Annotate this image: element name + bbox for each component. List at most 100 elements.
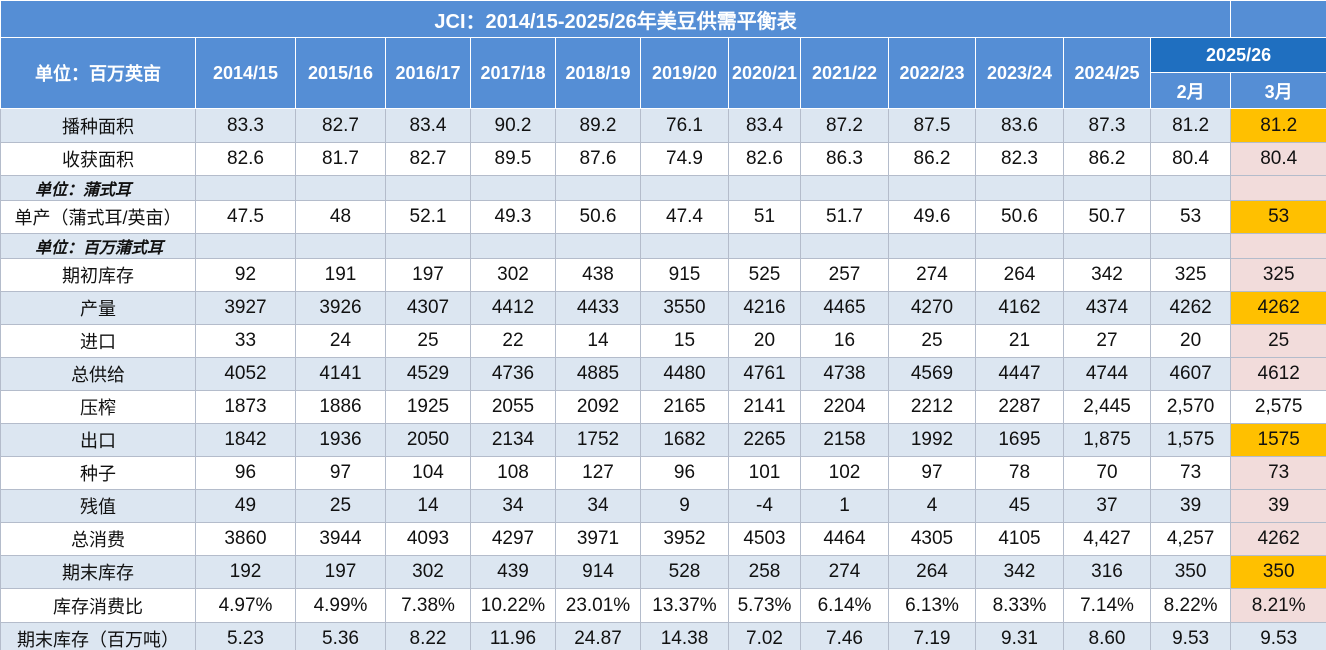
value-cell: 4412 bbox=[470, 291, 556, 325]
value-cell: 102 bbox=[800, 456, 889, 490]
value-cell: 1873 bbox=[195, 390, 296, 424]
value-cell: 4464 bbox=[800, 522, 889, 556]
value-cell: 83.3 bbox=[195, 108, 296, 143]
value-cell: 49.3 bbox=[470, 200, 556, 234]
value-cell: 89.2 bbox=[555, 108, 641, 143]
value-cell: 439 bbox=[470, 555, 556, 589]
value-cell: 51.7 bbox=[800, 200, 889, 234]
value-cell bbox=[470, 175, 556, 201]
value-cell: 342 bbox=[1063, 258, 1151, 292]
value-cell: 9 bbox=[640, 489, 729, 523]
value-cell bbox=[470, 233, 556, 259]
value-cell: 2141 bbox=[728, 390, 801, 424]
value-cell: 16 bbox=[800, 324, 889, 358]
value-cell: 8.60 bbox=[1063, 622, 1151, 650]
value-cell: 5.36 bbox=[295, 622, 386, 650]
row-label: 期末库存（百万吨） bbox=[0, 622, 196, 650]
value-cell bbox=[640, 175, 729, 201]
value-cell: 4262 bbox=[1230, 291, 1326, 325]
value-cell: 78 bbox=[975, 456, 1064, 490]
value-cell: 82.6 bbox=[728, 142, 801, 176]
row-label: 期末库存 bbox=[0, 555, 196, 589]
table-title: JCI：2014/15-2025/26年美豆供需平衡表 bbox=[0, 0, 1232, 38]
value-cell: 3550 bbox=[640, 291, 729, 325]
value-cell: 350 bbox=[1230, 555, 1326, 589]
value-cell: 2165 bbox=[640, 390, 729, 424]
table-row: 单产（蒲式耳/英亩） 47.5 48 52.1 49.3 50.6 47.4 51 51.7 49… bbox=[0, 200, 1326, 234]
table-row: 期末库存（百万吨） 5.23 5.36 8.22 11.96 24.87 14.38 7.02… bbox=[0, 622, 1326, 650]
value-cell: 80.4 bbox=[1230, 142, 1326, 176]
value-cell bbox=[295, 233, 386, 259]
table-row: JCI：2014/15-2025/26年美豆供需平衡表 bbox=[0, 0, 1326, 38]
value-cell: 25 bbox=[1230, 324, 1326, 358]
value-cell bbox=[295, 175, 386, 201]
value-cell: 274 bbox=[800, 555, 889, 589]
value-cell: 3971 bbox=[555, 522, 641, 556]
value-cell: 11.96 bbox=[470, 622, 556, 650]
value-cell: 4607 bbox=[1149, 357, 1232, 391]
value-cell: 49.6 bbox=[888, 200, 976, 234]
row-label: 总供给 bbox=[0, 357, 196, 391]
value-cell: 1,575 bbox=[1149, 423, 1232, 457]
value-cell: 22 bbox=[470, 324, 556, 358]
value-cell: 325 bbox=[1149, 258, 1232, 292]
value-cell: 7.38% bbox=[385, 588, 471, 623]
value-cell: 108 bbox=[470, 456, 556, 490]
value-cell: 34 bbox=[555, 489, 641, 523]
value-cell: 4052 bbox=[195, 357, 296, 391]
value-cell: 4480 bbox=[640, 357, 729, 391]
value-cell: 438 bbox=[555, 258, 641, 292]
value-cell: 9.53 bbox=[1149, 622, 1232, 650]
table-row: 压榨 1873 1886 1925 2055 2092 2165 2141 2204 2212 22… bbox=[0, 390, 1326, 424]
value-cell: 2,575 bbox=[1230, 390, 1326, 424]
value-cell: 528 bbox=[640, 555, 729, 589]
value-cell: 6.14% bbox=[800, 588, 889, 623]
value-cell: 4297 bbox=[470, 522, 556, 556]
value-cell: 39 bbox=[1149, 489, 1232, 523]
value-cell: 14 bbox=[385, 489, 471, 523]
value-cell: 33 bbox=[195, 324, 296, 358]
row-label: 产量 bbox=[0, 291, 196, 325]
value-cell: 4738 bbox=[800, 357, 889, 391]
value-cell: 1695 bbox=[975, 423, 1064, 457]
year-header: 2018/19 bbox=[555, 37, 641, 109]
value-cell bbox=[555, 175, 641, 201]
value-cell: 4736 bbox=[470, 357, 556, 391]
value-cell: 47.4 bbox=[640, 200, 729, 234]
value-cell: 81.2 bbox=[1230, 108, 1326, 143]
value-cell: 8.22% bbox=[1149, 588, 1232, 623]
value-cell: 48 bbox=[295, 200, 386, 234]
value-cell: 86.2 bbox=[888, 142, 976, 176]
value-cell: 10.22% bbox=[470, 588, 556, 623]
value-cell: 25 bbox=[888, 324, 976, 358]
value-cell: 87.6 bbox=[555, 142, 641, 176]
value-cell: 53 bbox=[1149, 200, 1232, 234]
value-cell bbox=[555, 233, 641, 259]
value-cell: 25 bbox=[385, 324, 471, 358]
value-cell: 3860 bbox=[195, 522, 296, 556]
value-cell: 20 bbox=[1149, 324, 1232, 358]
value-cell: 915 bbox=[640, 258, 729, 292]
value-cell: 82.6 bbox=[195, 142, 296, 176]
value-cell: 24.87 bbox=[555, 622, 641, 650]
value-cell: 2092 bbox=[555, 390, 641, 424]
value-cell: 4305 bbox=[888, 522, 976, 556]
value-cell: 264 bbox=[975, 258, 1064, 292]
value-cell: 302 bbox=[385, 555, 471, 589]
year-header: 2014/15 bbox=[195, 37, 296, 109]
value-cell: 4162 bbox=[975, 291, 1064, 325]
row-label: 收获面积 bbox=[0, 142, 196, 176]
value-cell: 325 bbox=[1230, 258, 1326, 292]
value-cell: 5.23 bbox=[195, 622, 296, 650]
value-cell: 274 bbox=[888, 258, 976, 292]
value-cell: 2265 bbox=[728, 423, 801, 457]
table-row: 期末库存 192 197 302 439 914 528 258 274 264 342 316 350… bbox=[0, 555, 1326, 589]
value-cell: 1575 bbox=[1230, 423, 1326, 457]
table-row: 产量 3927 3926 4307 4412 4433 3550 4216 4465 4270 41… bbox=[0, 291, 1326, 325]
value-cell: 4433 bbox=[555, 291, 641, 325]
year-header: 2021/22 bbox=[800, 37, 889, 109]
value-cell: 7.14% bbox=[1063, 588, 1151, 623]
value-cell bbox=[975, 233, 1064, 259]
value-cell: 350 bbox=[1149, 555, 1232, 589]
